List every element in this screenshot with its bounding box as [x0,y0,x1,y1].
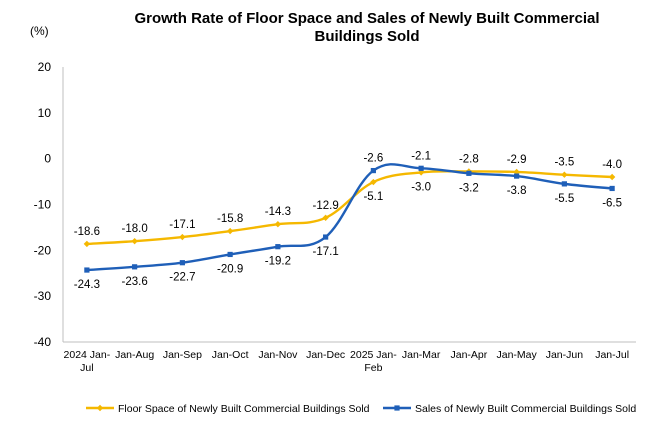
y-tick-label: 0 [44,152,51,166]
x-tick-label: Jan-Sep [163,349,202,361]
data-label-series-2: -22.7 [169,272,195,284]
legend-marker-1 [96,404,104,412]
data-labels: -18.6 -24.3 -18.0 -23.6 -17.1 -22.7 -15.8 -20.9… [74,150,622,291]
y-tick-label: 20 [38,60,52,74]
series-point-2 [132,264,138,270]
series-point-1 [322,214,329,221]
y-tick-label: -30 [34,289,52,303]
data-label-series-1: -14.3 [265,206,291,218]
chart-title-line-2: Buildings Sold [315,28,420,45]
series-point-2 [514,173,520,179]
x-tick-label: Jan-Apr [450,349,487,361]
data-label-series-2: -6.5 [602,197,622,209]
series-point-2 [179,260,185,266]
x-tick-label: 2024 Jan-Jul [64,349,111,374]
series-point-2 [466,170,472,176]
x-tick-label: Jan-Jul [595,349,629,361]
series-line-1 [86,170,613,246]
data-label-series-1: -3.5 [554,157,574,169]
series-point-1 [608,173,616,181]
series-point-2 [370,167,376,174]
x-tick-label: Jan-Oct [212,349,249,361]
x-tick-label: 2025 Jan-Feb [350,349,397,374]
data-label-series-2: -23.6 [122,276,148,288]
chart-title: Growth Rate of Floor Space and Sales of … [134,10,599,45]
series-point-1 [226,227,234,235]
y-tick-label: 10 [38,106,52,120]
series-point-1 [274,221,282,228]
legend: Floor Space of Newly Built Commercial Bu… [86,403,636,415]
legend-marker-2 [394,405,400,411]
data-label-series-1: -2.8 [459,154,479,166]
data-label-series-2: -19.2 [265,256,291,268]
x-tick-label: Jan-Nov [258,349,298,361]
data-label-series-1: -18.0 [122,223,148,235]
data-label-series-2: -24.3 [74,279,100,291]
y-tick-label: -40 [34,335,52,349]
series-markers [83,165,616,273]
x-tick-label: Jan-Dec [306,349,345,361]
x-tick-label: Jan-May [496,349,537,361]
data-label-series-1: -17.1 [169,219,195,231]
data-label-series-1: -5.1 [363,191,383,203]
series-point-1 [131,237,138,245]
data-label-series-1: -12.9 [313,200,339,212]
data-label-series-2: -5.5 [554,193,574,205]
data-label-series-1: -18.6 [74,226,100,238]
series-point-2 [84,267,90,273]
series-point-2 [418,165,424,171]
data-label-series-2: -20.9 [217,263,243,275]
x-tick-label: Jan-Mar [402,349,441,361]
legend-label-2: Sales of Newly Built Commercial Building… [415,403,636,415]
y-axis-unit-label: (%) [30,24,49,38]
series-point-1 [179,233,186,241]
data-label-series-2: -2.1 [411,150,431,162]
series-point-1 [561,171,568,178]
y-axis-ticks: 20 10 0 -10 -20 -30 -40 [34,60,52,349]
data-label-series-2: -3.8 [507,185,527,197]
data-label-series-2: -3.2 [459,182,479,194]
data-label-series-1: -2.9 [507,154,527,166]
data-label-series-1: -4.0 [602,159,622,171]
series-point-2 [609,185,615,192]
x-tick-label: Jan-Jun [546,349,584,361]
series-point-2 [323,234,329,240]
data-label-series-2: -17.1 [313,246,339,258]
series-lines [86,163,613,272]
series-line-2 [86,163,613,272]
series-point-1 [83,240,91,248]
series-point-1 [370,178,377,186]
data-label-series-1: -15.8 [217,213,243,225]
y-tick-label: -10 [34,198,52,212]
data-label-series-2: -2.6 [363,153,383,165]
series-point-2 [227,251,233,258]
y-tick-label: -20 [34,243,52,257]
chart-title-line-1: Growth Rate of Floor Space and Sales of … [134,10,599,27]
series-point-2 [561,181,567,187]
axes [62,67,636,343]
x-axis-ticks: 2024 Jan-Jul Jan-Aug Jan-Sep Jan-Oct Jan-Nov… [64,349,630,374]
data-label-series-1: -3.0 [411,181,431,193]
series-point-2 [275,244,281,250]
legend-label-1: Floor Space of Newly Built Commercial Bu… [118,403,370,415]
x-tick-label: Jan-Aug [115,349,154,361]
